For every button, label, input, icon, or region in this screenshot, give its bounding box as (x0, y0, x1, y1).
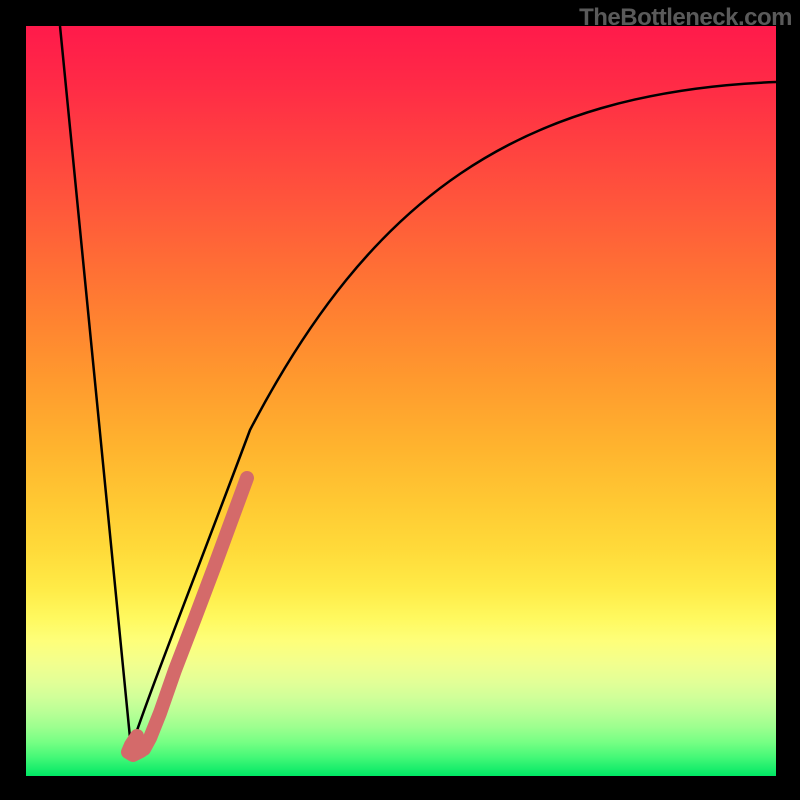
watermark-text: TheBottleneck.com (579, 4, 792, 32)
chart-frame: TheBottleneck.com (0, 0, 800, 800)
plot-background (26, 26, 776, 776)
bottleneck-chart (0, 0, 800, 800)
